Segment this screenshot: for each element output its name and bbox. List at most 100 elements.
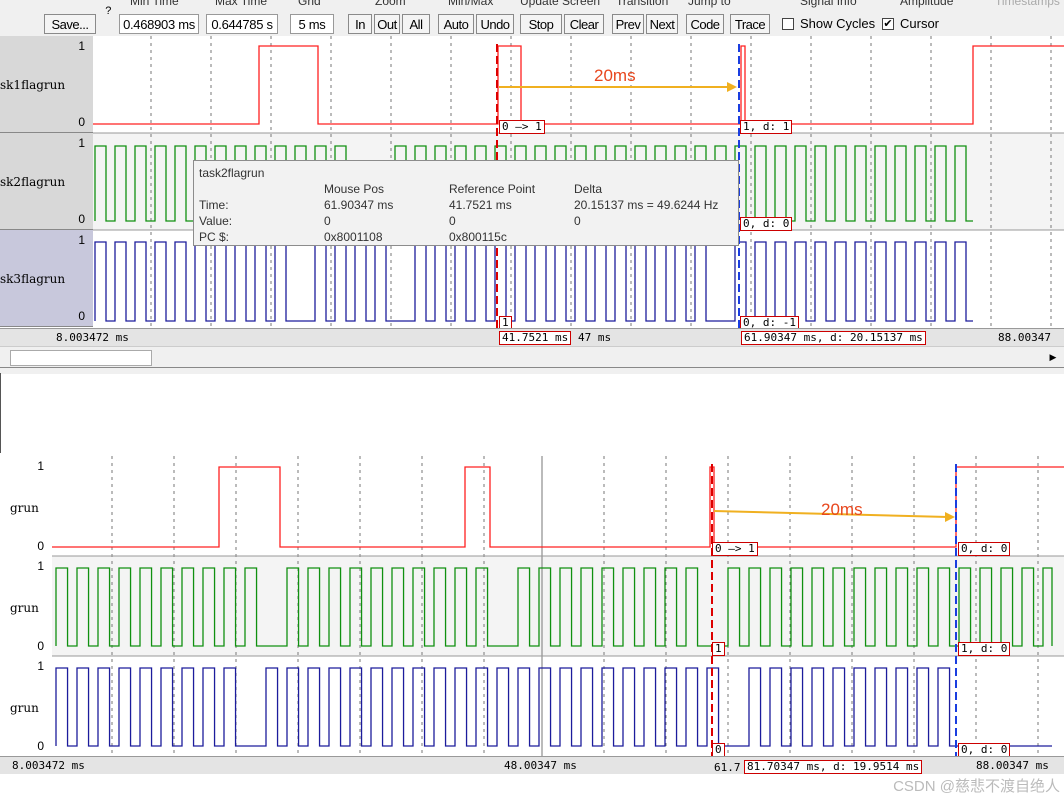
tooltip-col-delta: Delta: [574, 182, 603, 196]
min-time-value: 0.468903 ms: [119, 14, 199, 34]
zoom-out-button[interactable]: Out: [374, 14, 400, 34]
annotation-20ms-top: 20ms: [594, 66, 636, 85]
show-cycles-checkbox[interactable]: [782, 18, 794, 30]
signal-label-3[interactable]: 1 grun 0: [0, 656, 52, 756]
time-axis-top: 8.003472 ms 47 ms 41.7521 ms 61.90347 ms…: [0, 328, 1064, 346]
tooltip-col-ref: Reference Point: [449, 182, 536, 196]
cursor-label: Cursor: [900, 16, 940, 31]
transition-header: Transition: [616, 0, 669, 8]
cursor-time-label: 61.90347 ms, d: 20.15137 ms: [741, 331, 926, 345]
watermark: CSDN @慈悲不渡自绝人: [893, 778, 1060, 795]
waveform-area-bottom[interactable]: [52, 456, 1064, 756]
time-axis-bottom: 8.003472 ms 48.00347 ms 61.7 81.70347 ms…: [0, 756, 1064, 774]
tooltip-value-delta: 0: [574, 214, 581, 228]
update-screen-header: Update Screen: [520, 0, 601, 8]
window-border: [0, 373, 11, 453]
signal-high-label: 1: [37, 659, 44, 673]
signal-high-label: 1: [37, 459, 44, 473]
max-time-header: Max Time: [215, 0, 268, 8]
tooltip-pc-mouse: 0x8001108: [324, 230, 383, 244]
marker-label: 0 —> 1: [499, 120, 545, 134]
signal-info-header: Signal Info: [800, 0, 857, 8]
signal-name: grun: [10, 701, 39, 715]
signal-name: sk2flagrun: [0, 175, 66, 189]
splitter: [0, 367, 1064, 374]
clear-button[interactable]: Clear: [564, 14, 604, 34]
annotation-20ms-bottom: 20ms: [821, 500, 863, 519]
tooltip-time-mouse: 61.90347 ms: [324, 198, 394, 212]
signal-label-2[interactable]: 1 grun 0: [0, 556, 52, 656]
reference-time-label: 41.7521 ms: [499, 331, 572, 345]
marker-label: 1, d: 0: [958, 642, 1011, 656]
max-time-value: 0.644785 s: [206, 14, 278, 34]
zoom-in-button[interactable]: In: [348, 14, 372, 34]
logic-analyzer-panel-bottom: 1 grun 0 1 grun 0 1 grun 0: [0, 456, 1064, 798]
signal-high-label: 1: [78, 233, 85, 247]
cursor-prefix-label: 61.7: [714, 761, 741, 774]
save-button[interactable]: Save...: [44, 14, 96, 34]
trace-button[interactable]: Trace: [730, 14, 770, 34]
marker-label: 0, d: -1: [740, 316, 799, 330]
tooltip-row-time: Time:: [199, 198, 229, 212]
prev-button[interactable]: Prev: [612, 14, 644, 34]
timestamps-header: Timestamps: [995, 0, 1060, 8]
marker-label: 0, d: 0: [958, 542, 1011, 556]
scroll-right-icon[interactable]: ▶: [1049, 352, 1057, 362]
signal-high-label: 1: [78, 39, 85, 53]
zoom-all-button[interactable]: All: [402, 14, 430, 34]
undo-button[interactable]: Undo: [476, 14, 514, 34]
jump-to-header: Jump to: [688, 0, 731, 8]
signal-low-label: 0: [78, 309, 85, 323]
tooltip-pc-ref: 0x800115c: [449, 230, 507, 244]
signal-low-label: 0: [78, 115, 85, 129]
cursor-checkbox[interactable]: ✔: [882, 18, 894, 30]
signal-low-label: 0: [37, 739, 44, 753]
min-time-header: Min Time: [130, 0, 179, 8]
logic-analyzer-panel-top: 1 sk1flagrun 0 1 sk2flagrun 0 1 sk3flagr…: [0, 36, 1064, 374]
horizontal-scrollbar[interactable]: ▶: [0, 346, 1064, 367]
amplitude-header: Amplitude: [900, 0, 954, 8]
next-button[interactable]: Next: [646, 14, 678, 34]
signal-name: grun: [10, 501, 39, 515]
marker-label: 0: [712, 743, 725, 757]
signal-high-label: 1: [37, 559, 44, 573]
zoom-header: Zoom: [375, 0, 406, 8]
signal-label-sk3[interactable]: 1 sk3flagrun 0: [0, 230, 93, 327]
tooltip-col-mouse: Mouse Pos: [324, 182, 385, 196]
signal-low-label: 0: [37, 639, 44, 653]
marker-label: 0, d: 0: [740, 217, 793, 231]
signal-tooltip: task2flagrun Mouse Pos Reference Point D…: [193, 160, 739, 246]
axis-mid-label: 48.00347 ms: [504, 759, 577, 772]
signal-low-label: 0: [78, 212, 85, 226]
stop-button[interactable]: Stop: [520, 14, 562, 34]
tooltip-value-ref: 0: [449, 214, 456, 228]
axis-left-label: 8.003472 ms: [56, 331, 129, 344]
axis-ref-suffix: 47 ms: [578, 331, 612, 344]
tooltip-time-ref: 41.7521 ms: [449, 198, 512, 212]
code-button[interactable]: Code: [686, 14, 724, 34]
signal-name: sk3flagrun: [0, 272, 66, 286]
axis-left-label: 8.003472 ms: [12, 759, 85, 772]
marker-label: 1: [712, 642, 725, 656]
signal-name: sk1flagrun: [0, 78, 66, 92]
tooltip-row-pc: PC $:: [199, 230, 230, 244]
marker-label: 0, d: 0: [958, 743, 1011, 757]
tooltip-time-delta: 20.15137 ms = 49.6244 Hz: [574, 198, 719, 212]
axis-right-label: 88.00347: [998, 331, 1051, 344]
grid-header: Grid: [298, 0, 321, 8]
signal-high-label: 1: [78, 136, 85, 150]
tooltip-value-mouse: 0: [324, 214, 331, 228]
signal-label-1[interactable]: 1 grun 0: [0, 456, 52, 556]
signal-label-sk2[interactable]: 1 sk2flagrun 0: [0, 133, 93, 230]
marker-label: 1, d: 1: [740, 120, 793, 134]
scrollbar-thumb[interactable]: [10, 350, 152, 366]
show-cycles-label: Show Cycles: [800, 16, 876, 31]
signal-low-label: 0: [37, 539, 44, 553]
auto-button[interactable]: Auto: [438, 14, 474, 34]
signal-label-sk1[interactable]: 1 sk1flagrun 0: [0, 36, 93, 133]
grid-value: 5 ms: [290, 14, 334, 34]
marker-label: 0 —> 1: [712, 542, 758, 556]
toolbar: Min Time Max Time Grid Zoom Min/Max Upda…: [0, 0, 1064, 36]
help-icon[interactable]: ?: [105, 5, 111, 17]
tooltip-title: task2flagrun: [199, 166, 265, 180]
